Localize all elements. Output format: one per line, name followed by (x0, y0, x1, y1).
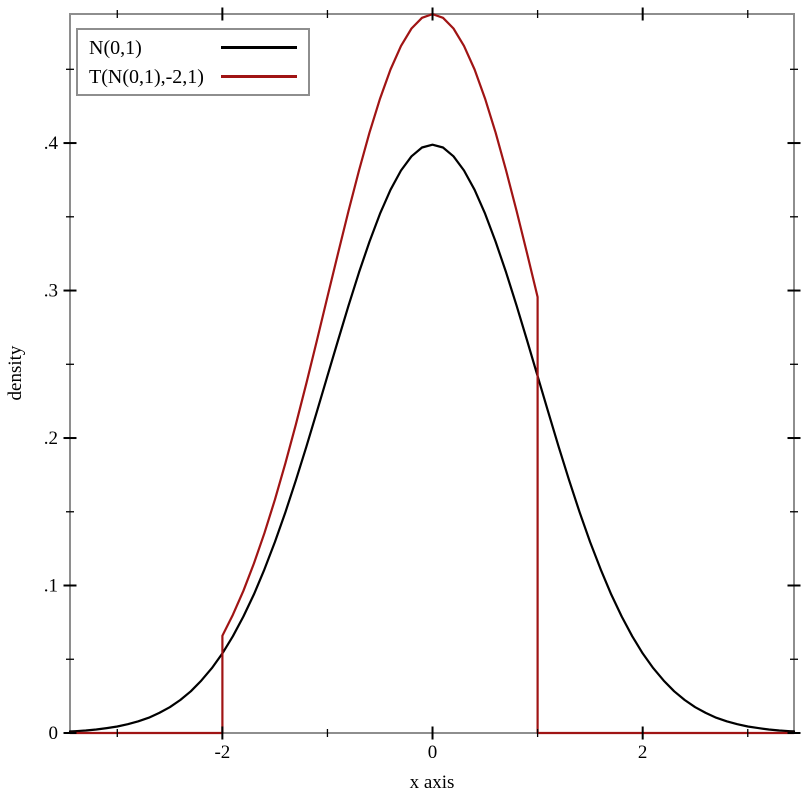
y-tick-label: .1 (44, 576, 58, 597)
legend-line-sample (221, 46, 297, 49)
plot-frame (69, 13, 795, 734)
y-tick-label: 0 (49, 723, 59, 744)
y-tick-label: .3 (44, 281, 58, 302)
x-tick-label: 0 (428, 742, 438, 763)
legend-label: N(0,1) (89, 36, 142, 59)
legend-item: T(N(0,1),-2,1) (89, 62, 297, 91)
x-axis-title: x axis (409, 772, 455, 793)
series-line-0 (68, 143, 796, 733)
y-tick-label: .4 (44, 133, 59, 154)
y-axis-title: density (5, 345, 26, 401)
x-tick-label: 2 (638, 742, 648, 763)
legend-item: N(0,1) (89, 33, 297, 62)
legend-line-sample (221, 75, 297, 78)
y-tick-label: .2 (44, 428, 58, 449)
x-tick-label: -2 (214, 742, 230, 763)
legend-label: T(N(0,1),-2,1) (89, 65, 204, 88)
legend: N(0,1) T(N(0,1),-2,1) (76, 28, 310, 96)
series-line-1 (68, 13, 796, 735)
